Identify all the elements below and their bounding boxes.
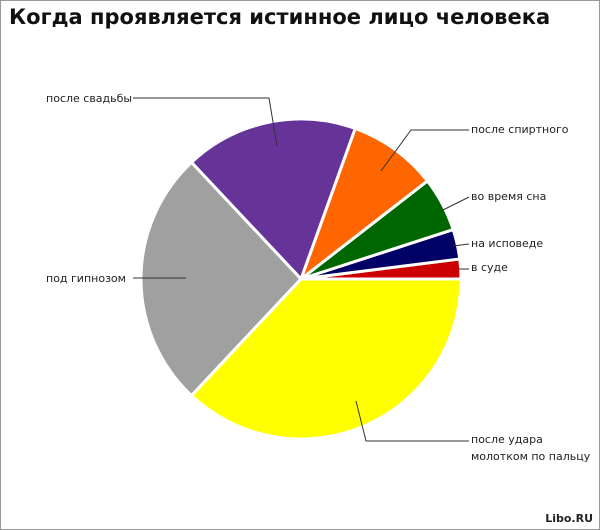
- chart-title: Когда проявляется истинное лицо человека: [9, 5, 551, 29]
- slice-label: под гипнозом: [46, 272, 126, 285]
- leader-line: [133, 97, 278, 147]
- leader-line: [380, 129, 469, 172]
- slice-label: после удара молотком по пальцу: [471, 433, 591, 463]
- pie-slice: [189, 277, 463, 441]
- slice-label: во время сна: [471, 190, 547, 203]
- pie-slice: [297, 126, 430, 284]
- watermark: Libo.RU: [545, 512, 593, 525]
- slice-label: после спиртного: [471, 123, 569, 136]
- slice-label: после свадьбы: [46, 92, 133, 105]
- leader-line: [355, 400, 469, 442]
- pie-slice: [139, 160, 304, 398]
- pie-slice: [189, 117, 358, 282]
- leader-line: [452, 243, 470, 247]
- slice-label: на исповеде: [471, 237, 544, 250]
- leader-line: [440, 196, 470, 212]
- slice-label: в суде: [471, 261, 508, 274]
